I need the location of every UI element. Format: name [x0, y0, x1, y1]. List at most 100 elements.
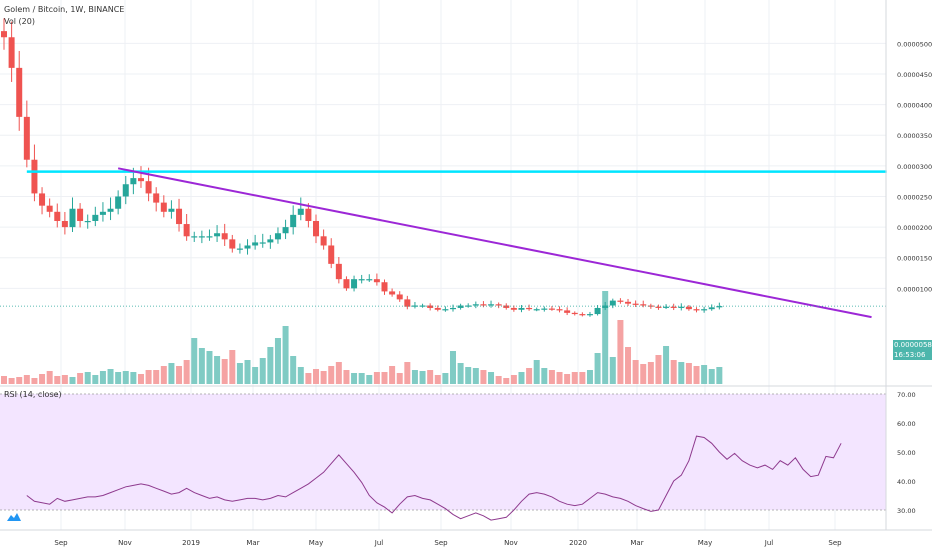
symbol-title[interactable]: Golem / Bitcoin, 1W, BINANCE: [4, 5, 125, 14]
volume-bar: [244, 360, 251, 384]
candle-body: [533, 309, 540, 311]
candle-body: [556, 309, 563, 311]
volume-bar: [488, 372, 495, 384]
volume-bar: [640, 364, 647, 384]
rsi-tick-label: 50.00: [897, 449, 916, 457]
candle-body: [54, 211, 61, 221]
volume-legend[interactable]: Vol (20): [4, 17, 35, 26]
volume-bar: [708, 369, 715, 384]
candle-body: [434, 307, 441, 310]
candle-body: [366, 279, 373, 281]
volume-bar: [617, 320, 624, 384]
candle-body: [427, 305, 434, 308]
candlesticks: [1, 18, 723, 317]
volume-bar: [176, 366, 183, 384]
candle-body: [358, 279, 365, 281]
volume-bar: [107, 369, 114, 384]
grid-lines: [0, 0, 886, 530]
current-price-value: 0.00000587: [894, 341, 932, 349]
volume-bar: [99, 371, 106, 384]
candle-body: [564, 310, 571, 313]
descending-trend-line: [117, 167, 872, 319]
candle-body: [442, 309, 449, 311]
time-tick-label: May: [698, 539, 712, 547]
candle-body: [495, 304, 502, 306]
volume-bar: [594, 353, 601, 384]
rsi-axis[interactable]: 70.00 60.00 50.00 40.00 30.00: [897, 391, 916, 515]
volume-bar: [442, 373, 449, 384]
candle-body: [297, 208, 304, 215]
time-tick-label: Sep: [54, 539, 68, 547]
volume-bar: [122, 371, 129, 384]
candle-body: [115, 196, 122, 209]
volume-bar: [678, 362, 685, 384]
candle-body: [670, 306, 677, 308]
price-tick-label: 0.00001000: [897, 285, 932, 293]
candle-body: [663, 306, 670, 308]
candle-body: [122, 184, 129, 197]
candle-body: [69, 208, 76, 228]
volume-bar: [343, 370, 350, 384]
time-tick-label: Mar: [630, 539, 643, 547]
candle-body: [313, 220, 320, 237]
candle-body: [381, 282, 388, 292]
candle-body: [320, 236, 327, 246]
volume-bar: [320, 371, 327, 384]
candle-body: [503, 305, 510, 308]
candle-body: [632, 303, 639, 305]
tradingview-logo-icon[interactable]: [6, 512, 22, 522]
candle-body: [419, 305, 426, 307]
volume-bar: [411, 370, 418, 384]
rsi-tick-label: 40.00: [897, 478, 916, 486]
volume-bar: [77, 373, 84, 384]
candle-body: [457, 305, 464, 308]
volume-bar: [693, 366, 700, 384]
candle-body: [472, 304, 479, 306]
time-axis[interactable]: Sep Nov 2019 Mar May Jul Sep Nov 2020 Mar May Jul Se…: [54, 539, 842, 547]
current-price-badge: 0.00000587 16:53:06: [893, 340, 932, 360]
candle-body: [647, 305, 654, 307]
volume-bar: [46, 371, 53, 384]
time-tick-label: Sep: [828, 539, 842, 547]
volume-bar: [510, 375, 517, 384]
volume-bar: [465, 367, 472, 384]
volume-bar: [586, 370, 593, 384]
volume-bar: [434, 375, 441, 384]
candle-body: [480, 304, 487, 306]
volume-bar: [259, 358, 266, 384]
volume-bar: [358, 373, 365, 384]
volume-bar: [8, 378, 15, 384]
volume-bar: [61, 375, 68, 384]
volume-bar: [290, 356, 297, 384]
volume-bar: [221, 359, 228, 384]
volume-bar: [16, 377, 23, 384]
candle-body: [510, 307, 517, 310]
candle-body: [168, 208, 175, 212]
drawn-lines[interactable]: [26, 167, 887, 319]
volume-bar: [267, 347, 274, 384]
rsi-legend[interactable]: RSI (14, close): [4, 390, 62, 399]
volume-bar: [609, 357, 616, 384]
volume-bar: [214, 356, 221, 384]
volume-bar: [39, 374, 46, 384]
volume-bar: [564, 374, 571, 384]
volume-bar: [457, 363, 464, 384]
volume-bar: [632, 360, 639, 384]
volume-bar: [518, 372, 525, 384]
candle-body: [198, 236, 205, 238]
chart-legend: Golem / Bitcoin, 1W, BINANCE Vol (20): [4, 4, 124, 28]
candle-body: [488, 304, 495, 306]
volume-bar: [602, 291, 609, 384]
candle-body: [594, 307, 601, 315]
volume-bar: [351, 373, 358, 384]
volume-bar: [670, 360, 677, 384]
candle-body: [389, 291, 396, 295]
volume-bar: [533, 360, 540, 384]
rsi-band: [0, 394, 886, 510]
time-tick-label: Mar: [246, 539, 259, 547]
volume-bar: [480, 370, 487, 384]
